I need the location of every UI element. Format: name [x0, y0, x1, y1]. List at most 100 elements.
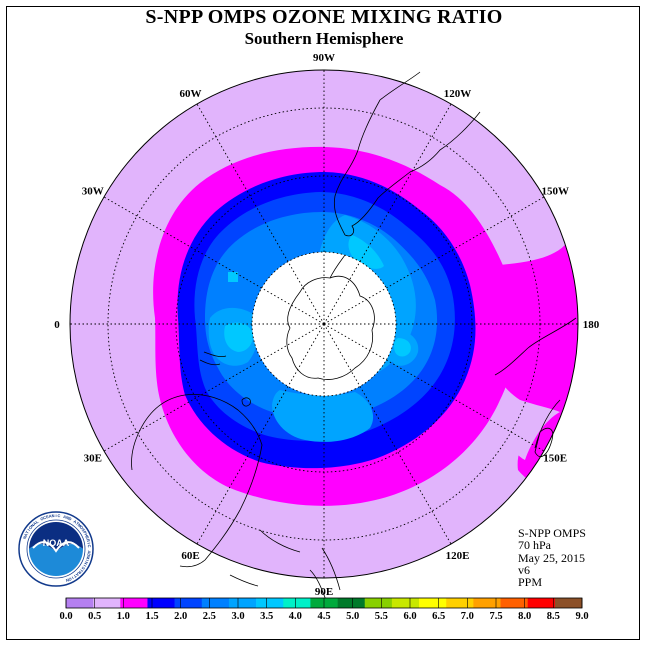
- colorbar-swatch: [256, 598, 284, 608]
- colorbar-tick-label: 3.0: [231, 611, 244, 622]
- info-version: v6: [518, 562, 530, 577]
- madagascar: [534, 427, 554, 457]
- colorbar-tick-label: 5.5: [375, 611, 388, 622]
- noaa-logo-ring-letter: O: [39, 516, 44, 522]
- colorbar-tick-label: 7.0: [461, 611, 474, 622]
- noaa-logo-ring-letter: A: [73, 519, 78, 525]
- noaa-logo-ring-letter: I: [55, 513, 56, 518]
- tasmania: [241, 397, 251, 407]
- longitude-label: 90E: [315, 586, 333, 598]
- noaa-logo-ring-letter: I: [71, 576, 74, 581]
- noaa-logo-ring-letter: R: [77, 570, 83, 576]
- noaa-logo-ring-letter: I: [85, 559, 90, 562]
- noaa-logo-ring-letter: E: [45, 514, 49, 520]
- noaa-logo-ring-letter: P: [82, 530, 88, 535]
- colorbar-swatch: [364, 598, 393, 608]
- colorbar-swatch: [66, 598, 94, 608]
- contour-band-1-0-east-inner: [505, 400, 560, 460]
- noaa-logo-ring-letter: I: [83, 564, 88, 567]
- noaa-logo-ring-letter: M: [85, 555, 91, 560]
- noaa-logo-ring-letter: D: [68, 516, 73, 522]
- noaa-logo-ring-letter: M: [77, 522, 83, 528]
- info-instrument: S-NPP OMPS: [518, 526, 586, 540]
- noaa-logo-gull: [32, 541, 80, 553]
- colorbar-swatch: [446, 598, 474, 608]
- longitude-label: 30W: [82, 186, 104, 198]
- info-block: S-NPP OMPS 70 hPa May 25, 2015 v6 PPM: [518, 526, 586, 590]
- map-border: [69, 69, 579, 579]
- colorbar-tick-label: 2.5: [203, 611, 216, 622]
- colorbar-tick-label: 8.5: [547, 611, 560, 622]
- colorbar-tick-label: 6.5: [432, 611, 445, 622]
- contour-band-3-5: [224, 322, 253, 352]
- colorbar-tick-label: 9.0: [575, 611, 588, 622]
- colorbar-tick-label: 5.0: [346, 611, 359, 622]
- colorbar-swatch: [147, 598, 175, 608]
- colorbar-swatch: [201, 598, 230, 608]
- chart-title: S-NPP OMPS OZONE MIXING RATIO: [145, 6, 503, 28]
- noaa-logo-ring-letter: O: [27, 525, 33, 531]
- noaa-logo-ring-letter: T: [75, 521, 81, 527]
- noaa-logo-ring-letter: N: [30, 523, 36, 529]
- noaa-logo-ring-letter: C: [57, 513, 60, 518]
- antarctic-peninsula: [329, 254, 346, 279]
- colorbar-tick-label: 2.0: [174, 611, 187, 622]
- noaa-logo-ring-letter: N: [51, 513, 54, 518]
- colorbar-tick-label: 3.5: [260, 611, 273, 622]
- chart-subtitle: Southern Hemisphere: [244, 29, 404, 48]
- longitude-label: 120E: [446, 550, 470, 562]
- south-america-coast: [333, 71, 481, 237]
- south-pole-marker: [322, 322, 326, 326]
- colorbar-swatch: [228, 598, 257, 608]
- longitude-label: 90W: [313, 52, 335, 64]
- colorbar-tick-label: 1.5: [145, 611, 158, 622]
- colorbar-swatch: [419, 598, 447, 608]
- colorbar-swatch: [283, 598, 311, 608]
- longitude-label: 150W: [541, 186, 569, 198]
- noaa-logo-ring-letter: H: [83, 533, 89, 538]
- africa-coast: [494, 317, 577, 449]
- contour-band-3-5-nw: [228, 272, 238, 282]
- colorbar: 0.0 0.5 1.0 1.5 2.0 2.5 3.0 3.5 4.0 4.5 5.0 5.5 6.0 6…: [59, 597, 589, 622]
- info-units: PPM: [518, 575, 543, 590]
- noaa-logo-ring-letter: A: [48, 513, 52, 518]
- noaa-logo-ring-letter: E: [85, 535, 91, 540]
- longitude-label: 180: [583, 319, 600, 331]
- longitude-labels: 90W 60W 30W 0 30E 60E 90E 120E 150E 180 150W 120W: [54, 52, 600, 598]
- noaa-logo-ring-letter: T: [79, 568, 85, 574]
- colorbar-swatch: [391, 598, 420, 608]
- colorbar-tick-label: 0.5: [88, 611, 101, 622]
- noaa-logo-ring-letter: I: [86, 542, 91, 544]
- noaa-logo-ring-letter: S: [80, 566, 86, 571]
- noaa-logo-ring-letter: C: [42, 515, 47, 521]
- noaa-logo-text: NOAA: [43, 538, 70, 548]
- info-date: May 25, 2015: [518, 550, 585, 565]
- coastlines: [131, 71, 577, 601]
- noaa-logo-ring-letter: A: [75, 572, 81, 578]
- colorbar-tick-label: 1.0: [117, 611, 130, 622]
- latitude-circle: [251, 251, 397, 397]
- noaa-logo-upper: [29, 522, 83, 552]
- contour-band-1-0-east: [494, 235, 578, 420]
- colorbar-swatch: [174, 598, 203, 608]
- noaa-logo-ring-letter: A: [87, 550, 92, 553]
- noaa-logo-lower: [29, 544, 83, 576]
- colorbar-tick-label: 7.5: [489, 611, 502, 622]
- longitude-label: 60W: [180, 88, 202, 100]
- graticule: [70, 70, 578, 578]
- noaa-logo-ring-letter: C: [87, 544, 92, 547]
- noaa-logo-ring-letter: N: [22, 535, 28, 540]
- antarctica-coast: [286, 275, 375, 380]
- noaa-logo-ring-letter: N: [83, 561, 89, 566]
- noaa-logo-ring-letter: D: [86, 553, 91, 557]
- colorbar-tick-label: 4.0: [289, 611, 302, 622]
- colorbar-swatch: [500, 598, 528, 608]
- colorbar-tick-label: 4.5: [317, 611, 330, 622]
- longitude-label: 150E: [543, 453, 567, 465]
- latitude-circle: [175, 175, 473, 473]
- contour-band-3-0-south: [272, 390, 374, 442]
- longitude-label: 120W: [444, 88, 472, 100]
